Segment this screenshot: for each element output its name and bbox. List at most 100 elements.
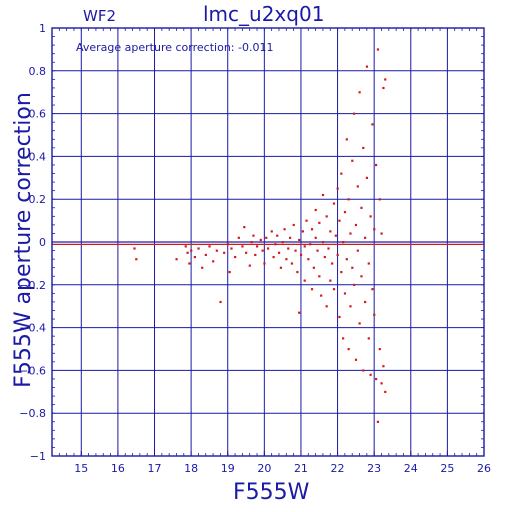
data-point bbox=[349, 305, 352, 308]
data-point bbox=[371, 288, 374, 291]
data-point bbox=[219, 300, 222, 304]
y-tick-label: 0.2 bbox=[29, 193, 47, 206]
data-point bbox=[230, 247, 233, 250]
data-point bbox=[265, 236, 268, 239]
data-point bbox=[340, 172, 343, 175]
data-point bbox=[342, 241, 345, 244]
data-point bbox=[234, 255, 237, 259]
data-point bbox=[310, 228, 314, 231]
data-point bbox=[382, 86, 385, 90]
data-point bbox=[261, 249, 264, 252]
data-point bbox=[380, 232, 383, 235]
data-point bbox=[323, 255, 326, 259]
data-point bbox=[371, 123, 374, 126]
data-point bbox=[334, 234, 337, 237]
data-point bbox=[270, 230, 273, 233]
data-point bbox=[336, 253, 339, 257]
data-point bbox=[190, 249, 193, 252]
data-point bbox=[208, 245, 211, 248]
data-point bbox=[298, 311, 301, 314]
data-point bbox=[290, 262, 293, 265]
data-point bbox=[342, 337, 345, 340]
y-tick-label: −0.8 bbox=[19, 407, 46, 420]
data-point bbox=[248, 264, 251, 267]
data-point bbox=[331, 262, 334, 265]
data-point bbox=[378, 348, 381, 351]
data-point bbox=[351, 159, 354, 162]
data-point bbox=[267, 247, 270, 250]
data-point bbox=[338, 315, 341, 319]
data-point bbox=[351, 266, 354, 269]
y-tick-label: 0.6 bbox=[29, 108, 47, 121]
data-point bbox=[354, 358, 358, 361]
data-point bbox=[292, 223, 295, 227]
data-point bbox=[369, 215, 372, 218]
data-point bbox=[184, 245, 187, 248]
data-point bbox=[241, 245, 244, 248]
data-point bbox=[237, 236, 240, 239]
y-tick-label: −0.6 bbox=[19, 364, 46, 377]
data-point bbox=[135, 258, 138, 261]
data-point bbox=[347, 348, 350, 351]
data-point bbox=[272, 255, 275, 259]
x-tick-label: 22 bbox=[331, 462, 345, 475]
data-point bbox=[373, 313, 376, 316]
data-point bbox=[360, 206, 363, 209]
data-point bbox=[354, 223, 358, 227]
x-tick-label: 21 bbox=[294, 462, 308, 475]
data-point bbox=[296, 270, 299, 274]
data-point bbox=[329, 279, 332, 282]
data-point bbox=[358, 322, 361, 325]
data-point bbox=[204, 253, 207, 257]
data-point bbox=[376, 48, 380, 51]
data-point bbox=[375, 163, 378, 167]
data-point bbox=[301, 230, 304, 233]
x-axis-label: F555W bbox=[233, 480, 310, 505]
y-tick-label: −0.4 bbox=[19, 322, 46, 335]
data-point bbox=[314, 208, 317, 212]
data-point bbox=[325, 305, 328, 308]
data-point bbox=[380, 382, 383, 385]
x-tick-label: 16 bbox=[111, 462, 125, 475]
data-point bbox=[376, 420, 380, 423]
data-point bbox=[362, 146, 365, 150]
data-point bbox=[358, 91, 361, 94]
data-point bbox=[277, 251, 281, 254]
data-point bbox=[263, 262, 266, 265]
data-point bbox=[252, 234, 255, 237]
data-point bbox=[283, 228, 286, 231]
data-point bbox=[327, 247, 330, 250]
data-point bbox=[197, 247, 200, 250]
data-point bbox=[212, 260, 215, 263]
x-tick-label: 26 bbox=[477, 462, 491, 475]
data-point bbox=[367, 262, 370, 265]
data-point bbox=[309, 243, 312, 246]
data-points bbox=[133, 48, 387, 423]
y-tick-label: 0.4 bbox=[29, 150, 47, 163]
data-point bbox=[303, 279, 306, 282]
x-tick-label: 17 bbox=[148, 462, 162, 475]
y-axis-label: F555W aperture correction bbox=[11, 92, 36, 388]
data-point bbox=[353, 112, 356, 115]
data-point bbox=[285, 258, 288, 261]
data-point bbox=[340, 270, 343, 274]
data-point bbox=[373, 228, 376, 231]
x-tick-label: 24 bbox=[404, 462, 418, 475]
data-point bbox=[369, 373, 372, 376]
data-point bbox=[338, 219, 341, 222]
data-point bbox=[360, 275, 363, 278]
data-point bbox=[329, 230, 332, 233]
data-point bbox=[287, 247, 290, 250]
data-point bbox=[228, 270, 231, 274]
data-point bbox=[321, 241, 325, 244]
data-point bbox=[345, 138, 348, 141]
data-point bbox=[279, 266, 283, 269]
annotation: Average aperture correction: -0.011 bbox=[76, 41, 274, 54]
data-point bbox=[384, 78, 387, 81]
data-point bbox=[298, 238, 301, 242]
data-point bbox=[343, 211, 347, 214]
data-point bbox=[349, 232, 352, 235]
data-point bbox=[320, 294, 323, 297]
